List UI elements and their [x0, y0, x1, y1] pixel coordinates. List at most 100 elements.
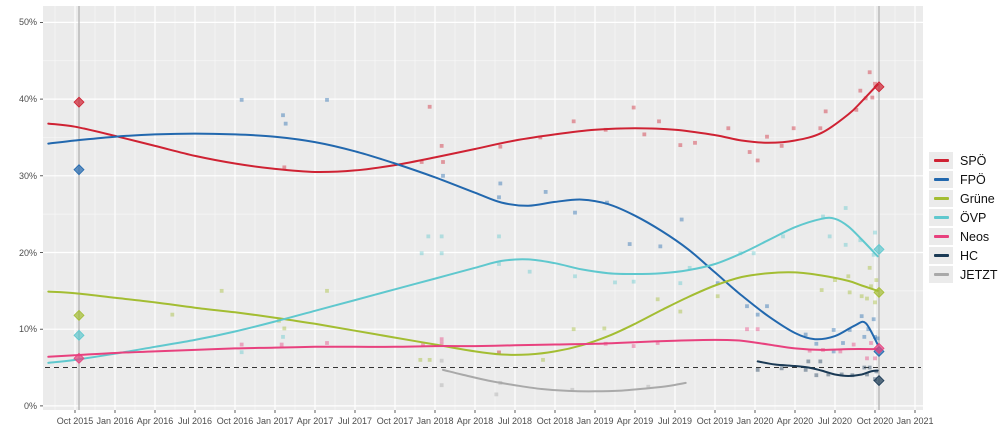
poll-point-oevp: [631, 279, 636, 284]
poll-point-oevp: [497, 234, 501, 239]
poll-point-oevp: [843, 206, 848, 210]
poll-point-hc: [826, 372, 831, 377]
poll-point-hc: [818, 359, 823, 364]
poll-point-jetzt: [494, 392, 499, 397]
poll-point-gruene: [715, 294, 720, 299]
poll-point-fpoe: [627, 242, 632, 246]
y-tick-label: 40%: [18, 94, 37, 105]
result-diamond-spoe: [873, 81, 885, 93]
result-diamond-spoe: [73, 96, 85, 108]
poll-point-neos: [851, 342, 856, 347]
poll-point-oevp: [678, 281, 683, 286]
poll-point-hc: [865, 372, 869, 377]
poll-point-neos: [869, 341, 873, 345]
poll-point-fpoe: [745, 304, 749, 309]
poll-point-oevp: [613, 280, 617, 285]
poll-point-oevp: [573, 274, 577, 279]
legend-key: [929, 171, 953, 188]
y-tick-label: 0%: [23, 400, 37, 411]
poll-point-hc: [806, 359, 811, 364]
poll-point-fpoe: [859, 314, 864, 319]
poll-point-gruene: [819, 288, 824, 292]
poll-point-gruene: [859, 294, 864, 299]
poll-point-hc: [779, 366, 784, 371]
x-tick-label: Apr 2017: [296, 416, 334, 426]
trend-line-oevp: [47, 216, 879, 364]
x-tick-label: Jan 2020: [736, 416, 774, 426]
poll-point-hc: [867, 365, 872, 370]
legend-key: [929, 190, 953, 207]
poll-point-fpoe: [847, 328, 852, 332]
y-tick-label: 10%: [18, 324, 37, 335]
poll-point-oevp: [687, 265, 692, 270]
poll-point-spoe: [678, 143, 683, 148]
trend-line-jetzt: [442, 368, 687, 393]
poll-point-fpoe: [831, 328, 836, 332]
poll-point-fpoe: [755, 312, 760, 317]
legend-swatch-gruene: [933, 197, 949, 200]
poll-point-neos: [865, 356, 869, 361]
poll-point-fpoe: [871, 317, 876, 322]
legend-item-jetzt: JETZT: [929, 265, 998, 284]
x-tick-label: Oct 2018: [536, 416, 574, 426]
poll-point-gruene: [282, 326, 287, 331]
poll-point-gruene: [219, 288, 224, 293]
poll-point-gruene: [833, 278, 837, 283]
poll-point-jetzt: [646, 384, 651, 389]
poll-point-oevp: [439, 251, 444, 256]
poll-point-oevp: [239, 350, 244, 355]
poll-point-spoe: [726, 126, 731, 131]
poll-point-neos: [631, 344, 636, 348]
legend-item-fpoe: FPÖ: [929, 170, 998, 189]
poll-point-fpoe: [866, 327, 871, 332]
result-diamond-neos: [73, 352, 85, 364]
poll-point-spoe: [765, 134, 769, 139]
poll-point-spoe: [818, 126, 823, 131]
poll-point-fpoe: [543, 190, 548, 194]
poll-point-oevp: [827, 234, 832, 239]
poll-point-spoe: [642, 132, 647, 137]
poll-point-gruene: [678, 309, 683, 314]
result-diamond-fpoe: [73, 164, 85, 176]
poll-point-fpoe: [803, 332, 808, 337]
legend-swatch-hc: [933, 254, 949, 257]
poll-point-spoe: [571, 119, 576, 124]
poll-point-gruene: [846, 274, 851, 279]
poll-point-spoe: [873, 81, 877, 86]
poll-point-spoe: [439, 143, 444, 148]
poll-point-spoe: [657, 119, 661, 124]
poll-point-neos: [838, 349, 843, 354]
poll-point-gruene: [869, 284, 873, 289]
poll-point-neos: [873, 356, 877, 361]
poll-point-gruene: [170, 312, 175, 317]
legend-swatch-spoe: [933, 159, 949, 162]
trend-line-hc: [756, 360, 879, 378]
x-tick-label: Jul 2020: [817, 416, 852, 426]
poll-point-gruene: [497, 351, 501, 355]
poll-point-gruene: [873, 300, 877, 305]
poll-point-fpoe: [573, 210, 577, 215]
poll-point-hc: [839, 372, 844, 377]
legend-key: [929, 228, 953, 245]
y-tick-label: 30%: [18, 170, 37, 181]
poll-point-spoe: [854, 107, 859, 112]
poll-point-fpoe: [497, 195, 501, 200]
legend-swatch-neos: [933, 235, 949, 238]
x-tick-label: Jul 2016: [177, 416, 212, 426]
trend-line-gruene: [47, 271, 879, 356]
poll-point-neos: [439, 337, 444, 342]
poll-point-neos: [745, 327, 749, 332]
trend-line-fpoe: [47, 132, 879, 346]
poll-point-oevp: [426, 234, 431, 239]
poll-point-fpoe: [283, 121, 288, 126]
x-tick-label: Apr 2020: [776, 416, 814, 426]
poll-point-fpoe: [841, 341, 845, 345]
poll-point-gruene: [541, 357, 545, 362]
plot-panel: [43, 6, 923, 410]
x-tick-label: Oct 2015: [56, 416, 94, 426]
legend-key: [929, 209, 953, 226]
x-tick-label: Jan 2018: [416, 416, 454, 426]
result-diamond-oevp: [873, 243, 885, 255]
